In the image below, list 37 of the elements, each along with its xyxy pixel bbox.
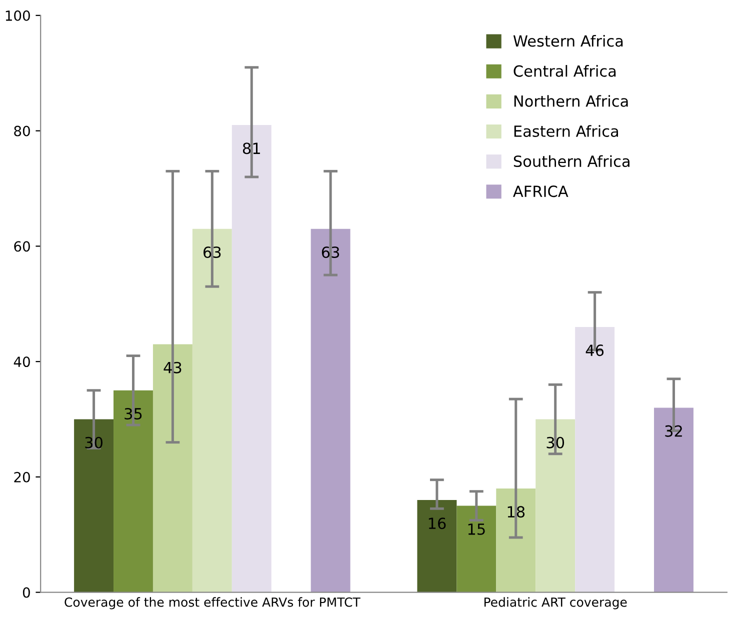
data-label: 35 xyxy=(124,408,142,420)
legend-label: Western Africa xyxy=(513,34,623,47)
bar xyxy=(654,408,694,592)
bar xyxy=(232,125,272,592)
data-label: 30 xyxy=(546,436,564,448)
data-label: 46 xyxy=(586,344,604,356)
data-label: 81 xyxy=(242,142,260,154)
data-label: 63 xyxy=(322,246,340,258)
bar xyxy=(310,228,350,592)
data-label: 43 xyxy=(164,362,182,374)
bar xyxy=(74,419,114,592)
y-tick-label: 80 xyxy=(14,126,30,136)
y-tick-label: 20 xyxy=(14,472,30,482)
legend-label: Eastern Africa xyxy=(514,125,618,137)
legend-label: Northern Africa xyxy=(514,95,628,107)
data-label: 32 xyxy=(665,425,682,437)
data-label: 15 xyxy=(468,524,485,535)
bar xyxy=(417,500,457,592)
bar xyxy=(114,390,153,592)
bar xyxy=(192,228,232,592)
bar xyxy=(575,326,615,592)
data-label: 63 xyxy=(204,246,221,258)
x-tick-label: Pediatric ART coverage xyxy=(484,597,627,610)
legend-label: Central Africa xyxy=(514,65,616,77)
y-tick-label: 40 xyxy=(14,356,30,368)
y-tick-label: 100 xyxy=(6,10,30,21)
data-label: 18 xyxy=(508,506,525,518)
legend-label: AFRICA xyxy=(513,186,568,198)
bar xyxy=(456,506,496,592)
data-label: 16 xyxy=(428,518,446,530)
x-tick-label: Coverage of the most effective ARVs for PMTCT xyxy=(64,597,360,610)
bar xyxy=(496,488,536,592)
bar xyxy=(536,419,576,592)
y-tick-label: 60 xyxy=(14,241,30,252)
y-tick-label: 0 xyxy=(22,587,30,598)
legend-label: Southern Africa xyxy=(514,155,630,168)
bar xyxy=(152,344,192,592)
